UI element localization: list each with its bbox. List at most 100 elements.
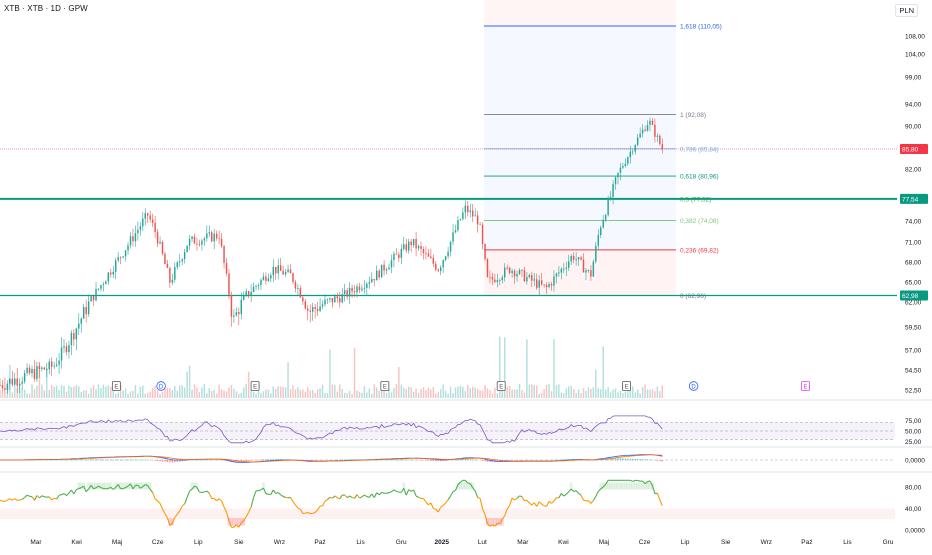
volume-bar <box>329 349 330 398</box>
support-tag-label: 77,54 <box>902 196 919 203</box>
volume-bar <box>137 394 138 398</box>
volume-bar <box>425 390 426 398</box>
macd-hist-bar <box>639 459 640 460</box>
candle <box>12 371 13 387</box>
volume-bar <box>361 393 362 398</box>
osc-line-segment <box>581 495 583 500</box>
candle <box>125 250 126 261</box>
candle <box>66 343 67 356</box>
candle-body <box>337 297 338 299</box>
volume-bar <box>548 384 549 398</box>
candle <box>369 277 370 289</box>
candle <box>442 259 443 273</box>
osc-line-segment <box>185 497 187 504</box>
osc-line-segment <box>266 493 268 494</box>
candle-body <box>201 241 202 245</box>
candle-body <box>218 238 219 239</box>
osc-line-segment <box>291 497 293 501</box>
candle <box>157 229 158 247</box>
volume-bar <box>63 386 64 398</box>
volume-bar <box>511 390 512 398</box>
macd-hist-bar <box>465 459 466 460</box>
candle <box>233 309 234 323</box>
candle-body <box>536 279 537 287</box>
time-axis-label: Mar <box>517 539 529 546</box>
event-marker-dividend: D <box>157 382 166 391</box>
candle <box>430 249 431 259</box>
candle-body <box>181 259 182 261</box>
volume-bar <box>430 389 431 398</box>
time-axis-label: Wrz <box>761 539 772 546</box>
osc-line-segment <box>357 495 359 498</box>
volume-bar <box>578 389 579 398</box>
osc-line-segment <box>382 492 384 493</box>
volume-bar <box>494 388 495 398</box>
candle-body <box>605 215 606 220</box>
candle <box>56 358 57 368</box>
candle-body <box>551 284 552 286</box>
candle <box>359 283 360 293</box>
candle <box>135 226 136 247</box>
candle <box>265 273 266 285</box>
macd-hist-bar <box>103 459 104 460</box>
volume-bar <box>317 389 318 398</box>
candle-body <box>455 230 456 232</box>
volume-bar <box>0 390 1 398</box>
volume-bar <box>194 384 195 398</box>
symbol-title[interactable]: XTB · XTB · 1D · GPW <box>4 4 88 13</box>
osc-line-segment <box>423 499 425 502</box>
candle-body <box>531 275 532 281</box>
macd-hist-bar <box>634 459 635 460</box>
macd-hist-bar <box>127 460 128 461</box>
candle-body <box>179 261 180 262</box>
candle <box>127 242 128 254</box>
macd-hist-bar <box>467 459 468 460</box>
candle-body <box>570 256 571 261</box>
candle-body <box>145 213 146 218</box>
candle <box>209 225 210 236</box>
macd-hist-bar <box>391 460 392 461</box>
volume-bar <box>558 384 559 398</box>
osc-line-segment <box>426 502 428 505</box>
candle <box>152 214 153 227</box>
osc-line-segment <box>293 502 295 506</box>
candle-body <box>300 288 301 297</box>
macd-hist-bar <box>81 459 82 460</box>
candle <box>181 258 182 265</box>
currency-label[interactable]: PLN <box>895 4 918 17</box>
candle-body <box>191 237 192 239</box>
candle-body <box>228 274 229 295</box>
volume-bar <box>263 391 264 398</box>
volume-bar <box>553 339 554 398</box>
fib-level-label: 0 (62,96) <box>680 293 706 300</box>
macd-hist-bar <box>140 460 141 461</box>
candle <box>371 272 372 283</box>
candle-body <box>607 199 608 215</box>
candle <box>199 240 200 247</box>
candle-body <box>108 273 109 282</box>
volume-bar <box>191 390 192 398</box>
macd-hist-bar <box>137 460 138 461</box>
candle <box>98 288 99 291</box>
volume-bar <box>534 385 535 398</box>
macd-hist-bar <box>83 459 84 460</box>
candle <box>76 328 77 351</box>
candle <box>213 229 214 249</box>
macd-hist-bar <box>105 460 106 461</box>
candle <box>83 304 84 319</box>
candle-body <box>204 238 205 240</box>
volume-bar <box>103 385 104 398</box>
candle-body <box>435 264 436 270</box>
osc-line-segment <box>10 499 12 500</box>
candle-body <box>196 244 197 245</box>
candle <box>260 278 261 290</box>
candle <box>398 252 399 262</box>
candle <box>300 285 301 298</box>
candle-body <box>442 260 443 267</box>
volume-bar <box>68 386 69 398</box>
volume-bar <box>61 385 62 398</box>
macd-hist-bar <box>268 459 269 460</box>
candle-body <box>391 260 392 267</box>
